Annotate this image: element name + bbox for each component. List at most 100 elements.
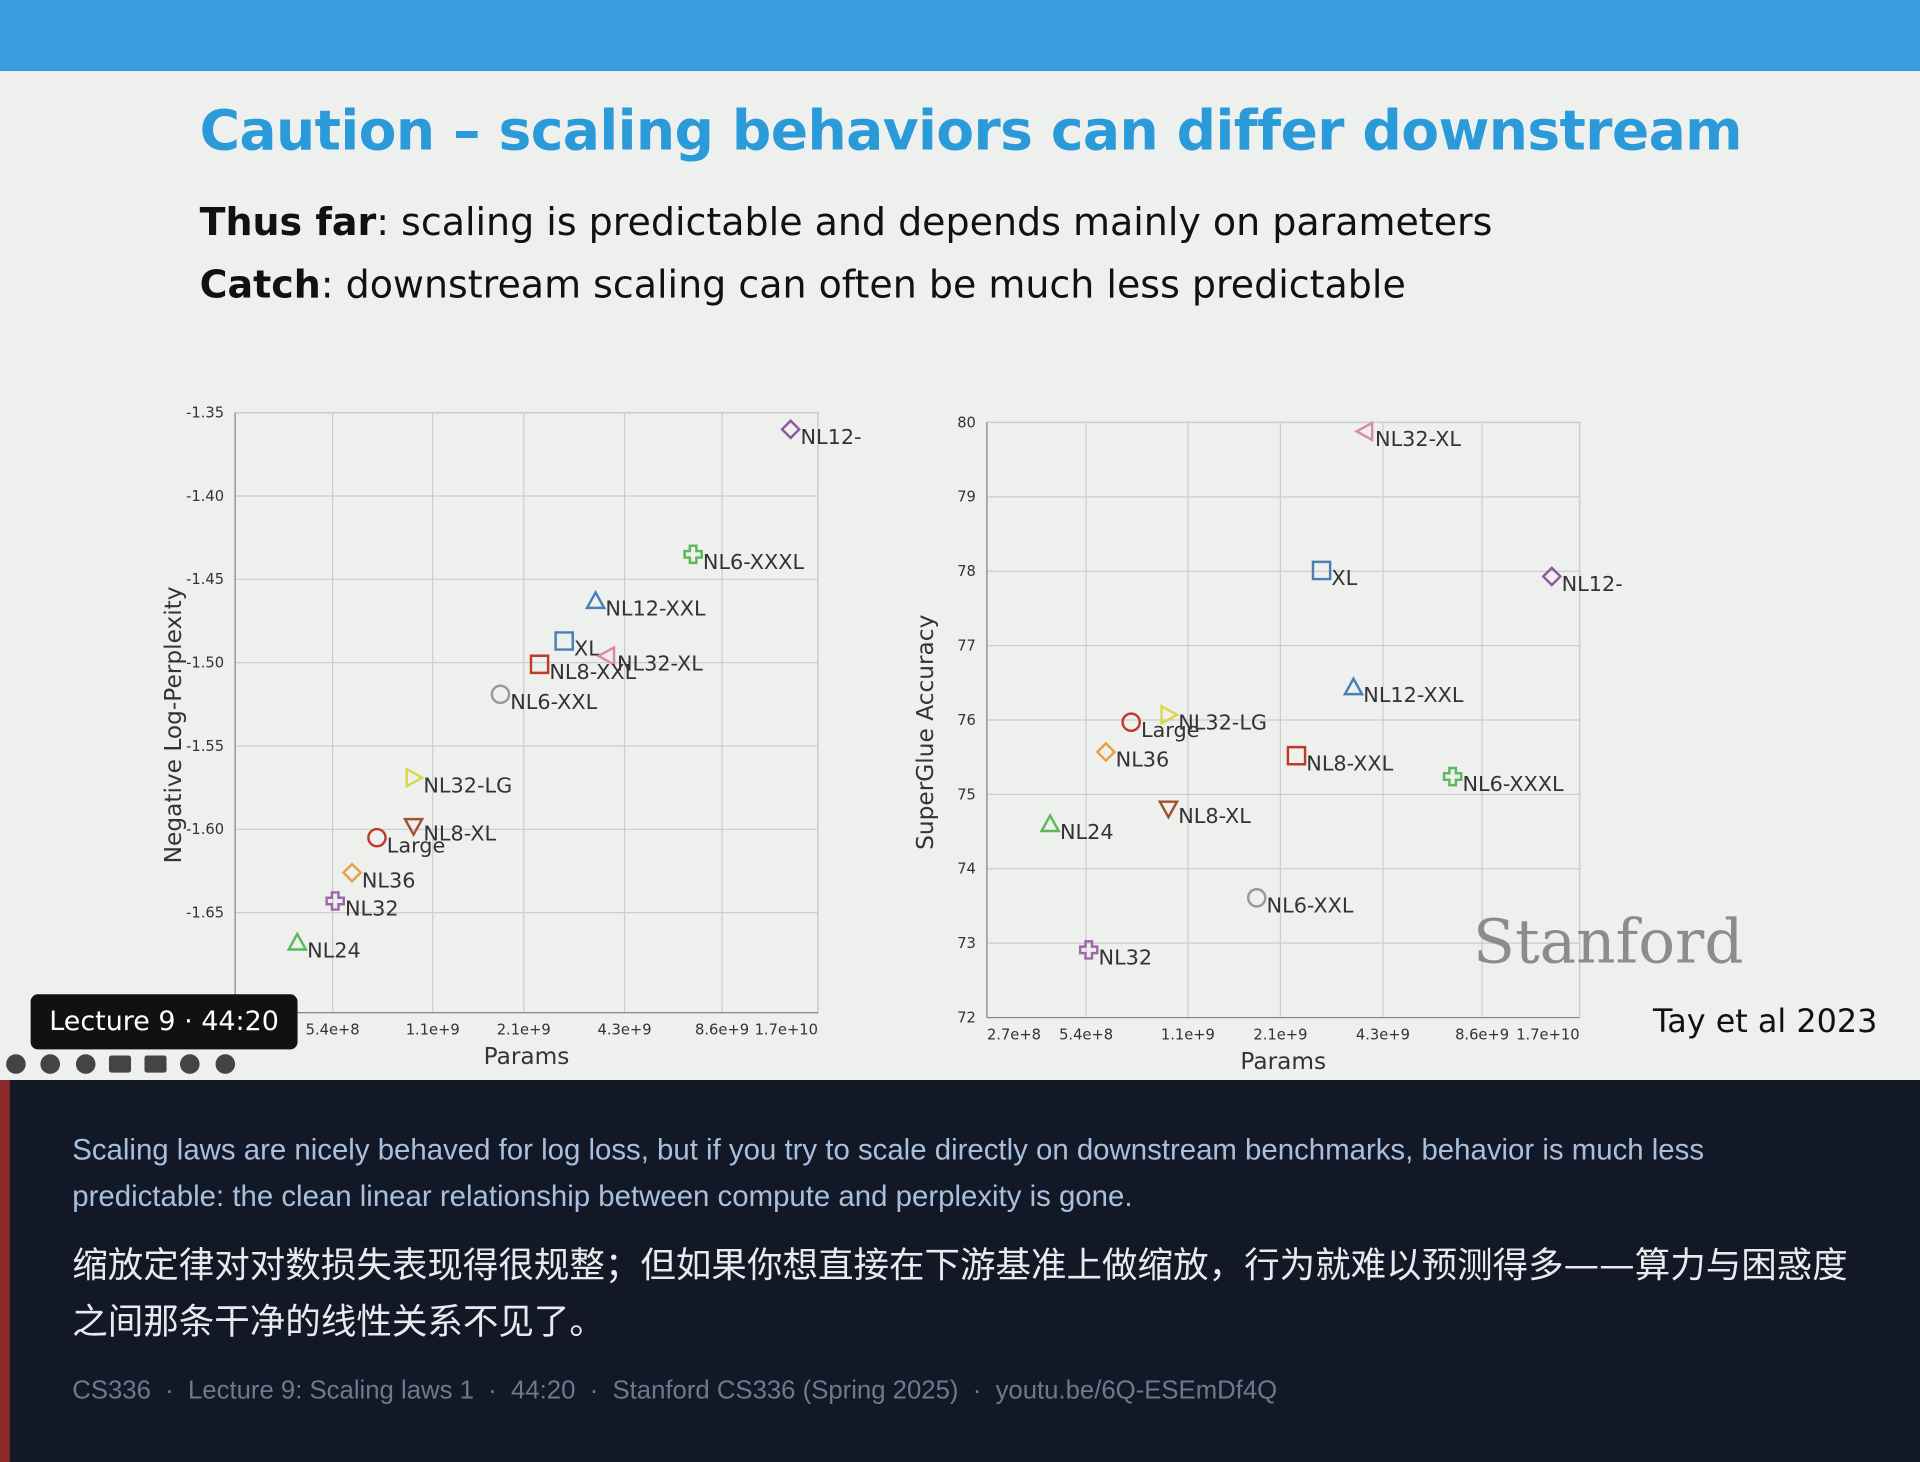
- point-label: NL8-XL: [1178, 804, 1251, 828]
- credit: Tay et al 2023: [1653, 1004, 1878, 1041]
- line-text: : downstream scaling can often be much l…: [320, 263, 1406, 308]
- line-label: Catch: [199, 263, 321, 308]
- y-tick-label: 72: [957, 1009, 976, 1026]
- data-point: [286, 931, 308, 951]
- y-axis-label: SuperGlue Accuracy: [912, 614, 939, 849]
- data-point: [1039, 813, 1061, 833]
- data-point: [367, 827, 387, 848]
- control-icon[interactable]: [108, 1055, 132, 1073]
- slide-line: Thus far: scaling is predictable and dep…: [200, 201, 1493, 245]
- y-tick-label: -1.35: [186, 405, 224, 422]
- x-tick-label: 2.1e+9: [497, 1022, 551, 1039]
- data-point: [554, 631, 574, 651]
- point-label: NL8-XXL: [1306, 751, 1393, 775]
- x-tick-label: 2.7e+8: [987, 1027, 1041, 1044]
- data-point: [1311, 560, 1332, 581]
- data-point: [780, 419, 801, 440]
- slide-line: Catch: downstream scaling can often be m…: [200, 263, 1406, 307]
- top-bar: [0, 0, 1920, 72]
- data-point: [405, 767, 425, 789]
- slide-title: Caution – scaling behaviors can differ d…: [199, 97, 1743, 163]
- data-point: [1286, 745, 1307, 766]
- caption-chinese: 缩放定律对对数损失表现得很规整；但如果你想直接在下游基准上做缩放，行为就难以预测…: [72, 1244, 1848, 1343]
- x-tick-label: 1.7e+10: [755, 1022, 818, 1039]
- point-label: Large: [387, 833, 446, 857]
- point-label: XL: [1331, 566, 1357, 590]
- x-tick-label: 5.4e+8: [306, 1022, 360, 1039]
- x-axis-label: Params: [1240, 1048, 1326, 1075]
- y-tick-label: 77: [957, 638, 976, 655]
- point-label: NL6-XXL: [1267, 893, 1354, 917]
- data-point: [1342, 676, 1365, 696]
- point-label: NL6-XXXL: [703, 550, 805, 574]
- x-tick-label: 8.6e+9: [1455, 1027, 1509, 1044]
- point-label: NL6-XXL: [510, 690, 597, 714]
- data-point: [596, 645, 616, 667]
- data-point: [1157, 800, 1180, 820]
- point-label: NL32: [345, 897, 399, 921]
- control-icon[interactable]: [75, 1054, 96, 1074]
- y-tick-label: 76: [957, 712, 976, 729]
- point-label: NL12-XXL: [605, 597, 706, 621]
- x-tick-label: 4.3e+9: [598, 1022, 652, 1039]
- control-icon[interactable]: [40, 1054, 61, 1074]
- data-point: [1160, 704, 1180, 726]
- data-point: [325, 891, 346, 911]
- logo: Stanford: [1473, 906, 1744, 978]
- point-label: NL12-XXL: [1363, 683, 1464, 707]
- point-label: NL32-XL: [617, 652, 703, 676]
- caption-meta: CS336 · Lecture 9: Scaling laws 1 · 44:2…: [72, 1376, 1278, 1405]
- y-tick-label: -1.50: [186, 655, 224, 672]
- line-text: : scaling is predictable and depends mai…: [376, 200, 1493, 245]
- control-icon[interactable]: [6, 1054, 26, 1074]
- y-tick-label: -1.55: [186, 738, 224, 755]
- time-badge: Lecture 9 · 44:20: [30, 994, 298, 1050]
- point-label: NL8-XXL: [549, 660, 636, 684]
- x-tick-label: 5.4e+8: [1059, 1027, 1113, 1044]
- point-label: Large: [1141, 718, 1200, 742]
- point-label: NL24: [307, 938, 361, 962]
- data-point: [1095, 741, 1117, 763]
- y-axis-label: Negative Log-Perplexity: [160, 586, 187, 863]
- y-tick-label: 80: [957, 414, 976, 431]
- data-point: [683, 544, 703, 565]
- y-tick-label: 79: [957, 489, 976, 506]
- y-tick-label: 73: [957, 935, 976, 952]
- x-axis-label: Params: [484, 1043, 570, 1070]
- data-point: [584, 589, 607, 610]
- x-tick-label: 8.6e+9: [695, 1022, 749, 1039]
- point-label: NL24: [1060, 820, 1114, 844]
- data-point: [402, 817, 425, 838]
- data-point: [490, 684, 511, 705]
- control-icon[interactable]: [180, 1054, 200, 1074]
- slide: [0, 71, 1920, 1081]
- point-label: NL32: [1099, 946, 1153, 970]
- caption-english: Scaling laws are nicely behaved for log …: [72, 1133, 1705, 1214]
- control-icon[interactable]: [144, 1055, 167, 1073]
- point-label: NL36: [1116, 748, 1170, 772]
- point-label: NL6-XXXL: [1462, 772, 1564, 796]
- data-point: [1078, 940, 1099, 960]
- point-label: XL: [574, 637, 600, 661]
- data-point: [1354, 420, 1374, 443]
- y-tick-label: -1.45: [186, 571, 224, 588]
- y-tick-label: -1.40: [186, 488, 224, 505]
- point-label: NL32-XL: [1375, 427, 1461, 451]
- point-label: NL32-LG: [1178, 710, 1267, 734]
- y-tick-label: 74: [957, 861, 976, 878]
- point-label: NL8-XL: [423, 822, 496, 846]
- charts: -1.35 -1.40 -1.45 -1.50 -1.55 -1.60 -1.65 5.4e+…: [160, 405, 1623, 1075]
- x-tick-label: 1.7e+10: [1516, 1027, 1579, 1044]
- y-tick-label: -1.60: [186, 821, 224, 838]
- caption-panel: [0, 1080, 1920, 1462]
- data-point: [1121, 712, 1141, 733]
- x-tick-label: 1.1e+9: [406, 1022, 460, 1039]
- data-point: [529, 654, 550, 675]
- data-point: [341, 862, 363, 883]
- y-tick-label: 75: [957, 786, 976, 803]
- control-icon[interactable]: [215, 1054, 236, 1074]
- y-tick-label: -1.65: [186, 905, 224, 922]
- data-point: [1442, 766, 1463, 787]
